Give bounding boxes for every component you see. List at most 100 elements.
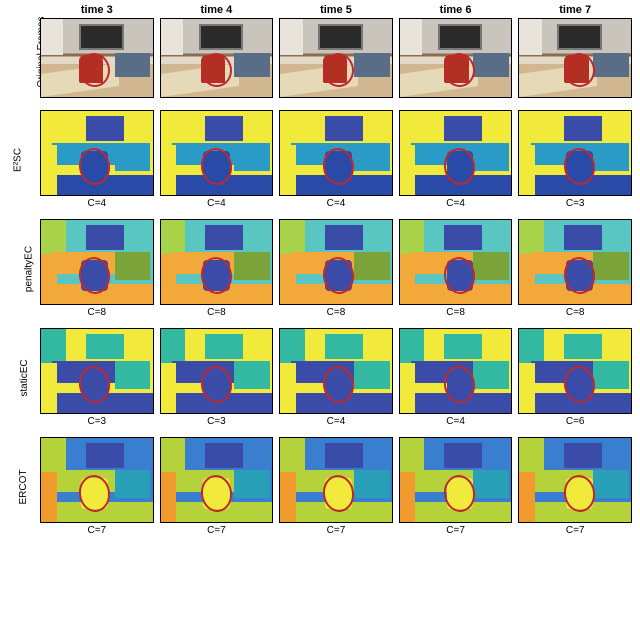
seg-render (41, 329, 153, 413)
cell-caption: C=8 (327, 307, 346, 318)
column-label: time 3 (81, 4, 113, 16)
cell-caption: C=7 (566, 525, 585, 536)
row-label: penaltyEC (24, 245, 35, 291)
seg-render (161, 329, 273, 413)
grid-cell: C=7 (518, 437, 632, 536)
segmentation-thumbnail (40, 110, 154, 196)
segmentation-thumbnail (399, 328, 513, 414)
segmentation-thumbnail (160, 219, 274, 305)
seg-render (519, 220, 631, 304)
seg-render (280, 220, 392, 304)
frame-thumbnail (279, 18, 393, 98)
scene-render (41, 19, 153, 97)
grid-cell: C=7 (279, 437, 393, 536)
cell-caption: C=7 (446, 525, 465, 536)
row-label: ERCOT (18, 469, 29, 504)
cell-caption: C=3 (566, 198, 585, 209)
seg-render (161, 111, 273, 195)
seg-render (161, 220, 273, 304)
grid-cell: C=8 (40, 219, 154, 318)
grid-cell: C=4 (399, 328, 513, 427)
grid-cell: time 6 (399, 4, 513, 100)
cell-caption: C=3 (87, 416, 106, 427)
scene-render (280, 19, 392, 97)
seg-render (400, 329, 512, 413)
grid-cell: time 5 (279, 4, 393, 100)
cell-caption: C=8 (446, 307, 465, 318)
segmentation-thumbnail (40, 437, 154, 523)
grid-row: penaltyECC=8C=8C=8C=8C=8 (40, 219, 632, 318)
seg-render (400, 438, 512, 522)
frame-thumbnail (518, 18, 632, 98)
grid-cell: C=4 (40, 110, 154, 209)
cell-caption: C=4 (327, 198, 346, 209)
column-label: time 5 (320, 4, 352, 16)
segmentation-thumbnail (279, 110, 393, 196)
frame-thumbnail (399, 18, 513, 98)
grid-cell: C=4 (399, 110, 513, 209)
grid-cell: C=7 (399, 437, 513, 536)
grid-cell: C=3 (518, 110, 632, 209)
grid-cell: time 4 (160, 4, 274, 100)
segmentation-thumbnail (518, 437, 632, 523)
grid-cell: C=7 (40, 437, 154, 536)
segmentation-thumbnail (399, 110, 513, 196)
grid-cell: C=8 (279, 219, 393, 318)
grid-cell: C=3 (40, 328, 154, 427)
grid-row: E²SCC=4C=4C=4C=4C=3 (40, 110, 632, 209)
seg-render (280, 111, 392, 195)
column-label: time 4 (200, 4, 232, 16)
segmentation-thumbnail (40, 219, 154, 305)
seg-render (519, 438, 631, 522)
column-label: time 6 (440, 4, 472, 16)
grid-cell: C=8 (399, 219, 513, 318)
cell-caption: C=8 (87, 307, 106, 318)
frame-thumbnail (40, 18, 154, 98)
grid-row: ERCOTC=7C=7C=7C=7C=7 (40, 437, 632, 536)
scene-render (400, 19, 512, 97)
grid-row: Original Framestime 3time 4time 5time 6t… (40, 4, 632, 100)
seg-render (41, 220, 153, 304)
segmentation-thumbnail (40, 328, 154, 414)
seg-render (400, 111, 512, 195)
cell-caption: C=4 (207, 198, 226, 209)
seg-render (41, 111, 153, 195)
cell-caption: C=7 (207, 525, 226, 536)
cell-caption: C=7 (87, 525, 106, 536)
grid-cell: C=4 (279, 110, 393, 209)
seg-render (519, 329, 631, 413)
seg-render (280, 438, 392, 522)
grid-row: staticECC=3C=3C=4C=4C=6 (40, 328, 632, 427)
cell-caption: C=6 (566, 416, 585, 427)
cell-caption: C=4 (327, 416, 346, 427)
seg-render (280, 329, 392, 413)
grid-cell: C=6 (518, 328, 632, 427)
grid-cell: C=7 (160, 437, 274, 536)
grid-cell: C=4 (279, 328, 393, 427)
seg-render (400, 220, 512, 304)
segmentation-thumbnail (279, 437, 393, 523)
row-label: E²SC (12, 148, 23, 172)
grid-cell: time 3 (40, 4, 154, 100)
grid-cell: C=8 (160, 219, 274, 318)
frame-thumbnail (160, 18, 274, 98)
scene-render (161, 19, 273, 97)
segmentation-thumbnail (160, 110, 274, 196)
grid-cell: C=8 (518, 219, 632, 318)
row-label: staticEC (19, 359, 30, 396)
cell-caption: C=4 (87, 198, 106, 209)
grid-cell: C=3 (160, 328, 274, 427)
segmentation-thumbnail (518, 328, 632, 414)
segmentation-thumbnail (518, 110, 632, 196)
segmentation-thumbnail (518, 219, 632, 305)
cell-caption: C=3 (207, 416, 226, 427)
figure-grid: Original Framestime 3time 4time 5time 6t… (0, 0, 640, 550)
grid-cell: C=4 (160, 110, 274, 209)
segmentation-thumbnail (160, 437, 274, 523)
segmentation-thumbnail (399, 219, 513, 305)
cell-caption: C=8 (566, 307, 585, 318)
segmentation-thumbnail (399, 437, 513, 523)
cell-caption: C=7 (327, 525, 346, 536)
segmentation-thumbnail (279, 219, 393, 305)
column-label: time 7 (559, 4, 591, 16)
